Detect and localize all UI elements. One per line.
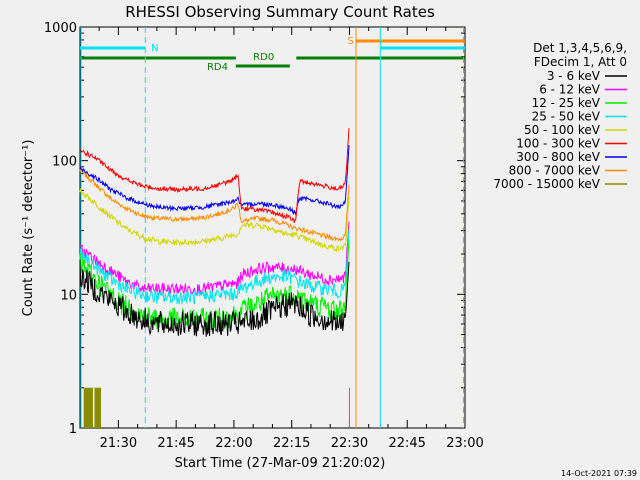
plot-axes: 21:30 21:45 22:00 22:15 22:30 22:45 23:00 1 10 10… xyxy=(44,21,484,451)
legend-header-line: FDecim 1, Att 0 xyxy=(534,55,627,69)
plot-marks: N RD0 RD4 S xyxy=(79,27,465,428)
y-axis-label: Count Rate (s⁻¹ detector⁻¹) xyxy=(21,140,36,317)
legend-label-50-100-kev: 50 - 100 keV xyxy=(524,123,601,137)
y-tick-label: 100 xyxy=(52,155,77,170)
legend-label-300-800-kev: 300 - 800 keV xyxy=(516,150,600,164)
x-tick-label: 22:15 xyxy=(273,436,310,451)
x-tick-label: 22:00 xyxy=(215,436,252,451)
x-tick-label: 21:30 xyxy=(100,436,137,451)
series-line-50-100-kev xyxy=(79,188,350,253)
y-tick-label: 1000 xyxy=(44,21,77,36)
series-line-3-6-kev xyxy=(79,261,350,337)
saa-flag-label: S xyxy=(348,36,354,47)
chart-title: RHESSI Observing Summary Count Rates xyxy=(125,3,435,21)
x-tick-label: 22:30 xyxy=(331,436,368,451)
rd0-flag-label: RD0 xyxy=(253,52,274,63)
legend-label-3-6-kev: 3 - 6 keV xyxy=(547,69,601,83)
x-tick-label: 21:45 xyxy=(157,436,194,451)
x-tick-label: 23:00 xyxy=(446,436,483,451)
legend-label-800-7000-kev: 800 - 7000 keV xyxy=(509,164,601,178)
series-line-100-300-kev xyxy=(79,128,350,224)
series-bar-7000-15000-kev xyxy=(94,387,102,428)
legend-label-7000-15000-kev: 7000 - 15000 keV xyxy=(493,177,600,191)
legend: Det 1,3,4,5,6,9,FDecim 1, Att 03 - 6 keV… xyxy=(493,41,627,191)
rd4-flag-label: RD4 xyxy=(207,62,228,73)
series-line-800-7000-kev xyxy=(79,168,350,243)
series-line-300-800-kev xyxy=(79,145,350,216)
legend-label-25-50-kev: 25 - 50 keV xyxy=(532,110,601,124)
night-flag-label: N xyxy=(151,43,158,54)
legend-label-12-25-kev: 12 - 25 keV xyxy=(532,96,601,110)
y-tick-label: 1 xyxy=(69,422,77,437)
x-tick-label: 22:45 xyxy=(388,436,425,451)
timestamp-label: 14-Oct-2021 07:39 xyxy=(561,469,637,478)
x-axis-label: Start Time (27-Mar-09 21:20:02) xyxy=(175,456,386,471)
y-tick-label: 10 xyxy=(60,288,77,303)
legend-header-line: Det 1,3,4,5,6,9, xyxy=(533,41,627,55)
legend-label-100-300-kev: 100 - 300 keV xyxy=(516,137,600,151)
series-line-25-50-kev xyxy=(79,229,350,305)
legend-label-6-12-kev: 6 - 12 keV xyxy=(539,83,601,97)
series-bar-7000-15000-kev xyxy=(83,387,93,428)
series-line-6-12-kev xyxy=(79,221,350,296)
